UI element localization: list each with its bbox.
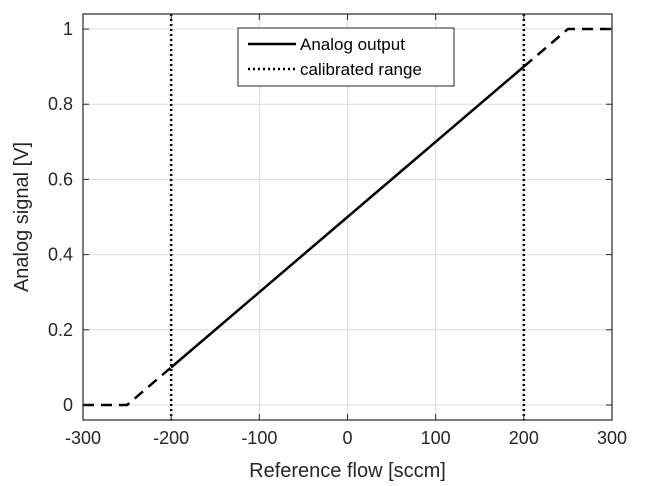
legend-label-analog-output: Analog output: [300, 35, 405, 54]
y-axis-label: Analog signal [V]: [11, 142, 33, 292]
x-axis-label: Reference flow [sccm]: [249, 460, 446, 482]
axis-ticks: -300 -200 -100 0 100 200 300 0 0.2 0.4 0.6 0.8 1: [48, 14, 627, 448]
legend-label-calibrated-range: calibrated range: [300, 60, 422, 79]
x-tick-label: 0: [342, 428, 352, 448]
y-tick-label: 0.8: [48, 94, 73, 114]
y-tick-label: 0: [63, 395, 73, 415]
y-tick-label: 0.6: [48, 169, 73, 189]
y-tick-label: 1: [63, 19, 73, 39]
series-lines: [83, 27, 612, 407]
x-tick-label: 200: [509, 428, 539, 448]
y-tick-label: 0.4: [48, 245, 73, 265]
x-tick-label: 300: [597, 428, 627, 448]
x-tick-label: 100: [421, 428, 451, 448]
x-tick-label: -100: [241, 428, 277, 448]
legend-box: [237, 27, 455, 87]
legend: Analog output calibrated range: [237, 27, 455, 87]
x-tick-label: -200: [153, 428, 189, 448]
x-tick-label: -300: [65, 428, 101, 448]
series-line-analog-output: [170, 65, 525, 369]
series-line-analog-output-extension: [83, 366, 172, 407]
series-line-analog-output-extension: [523, 27, 612, 68]
y-tick-label: 0.2: [48, 320, 73, 340]
